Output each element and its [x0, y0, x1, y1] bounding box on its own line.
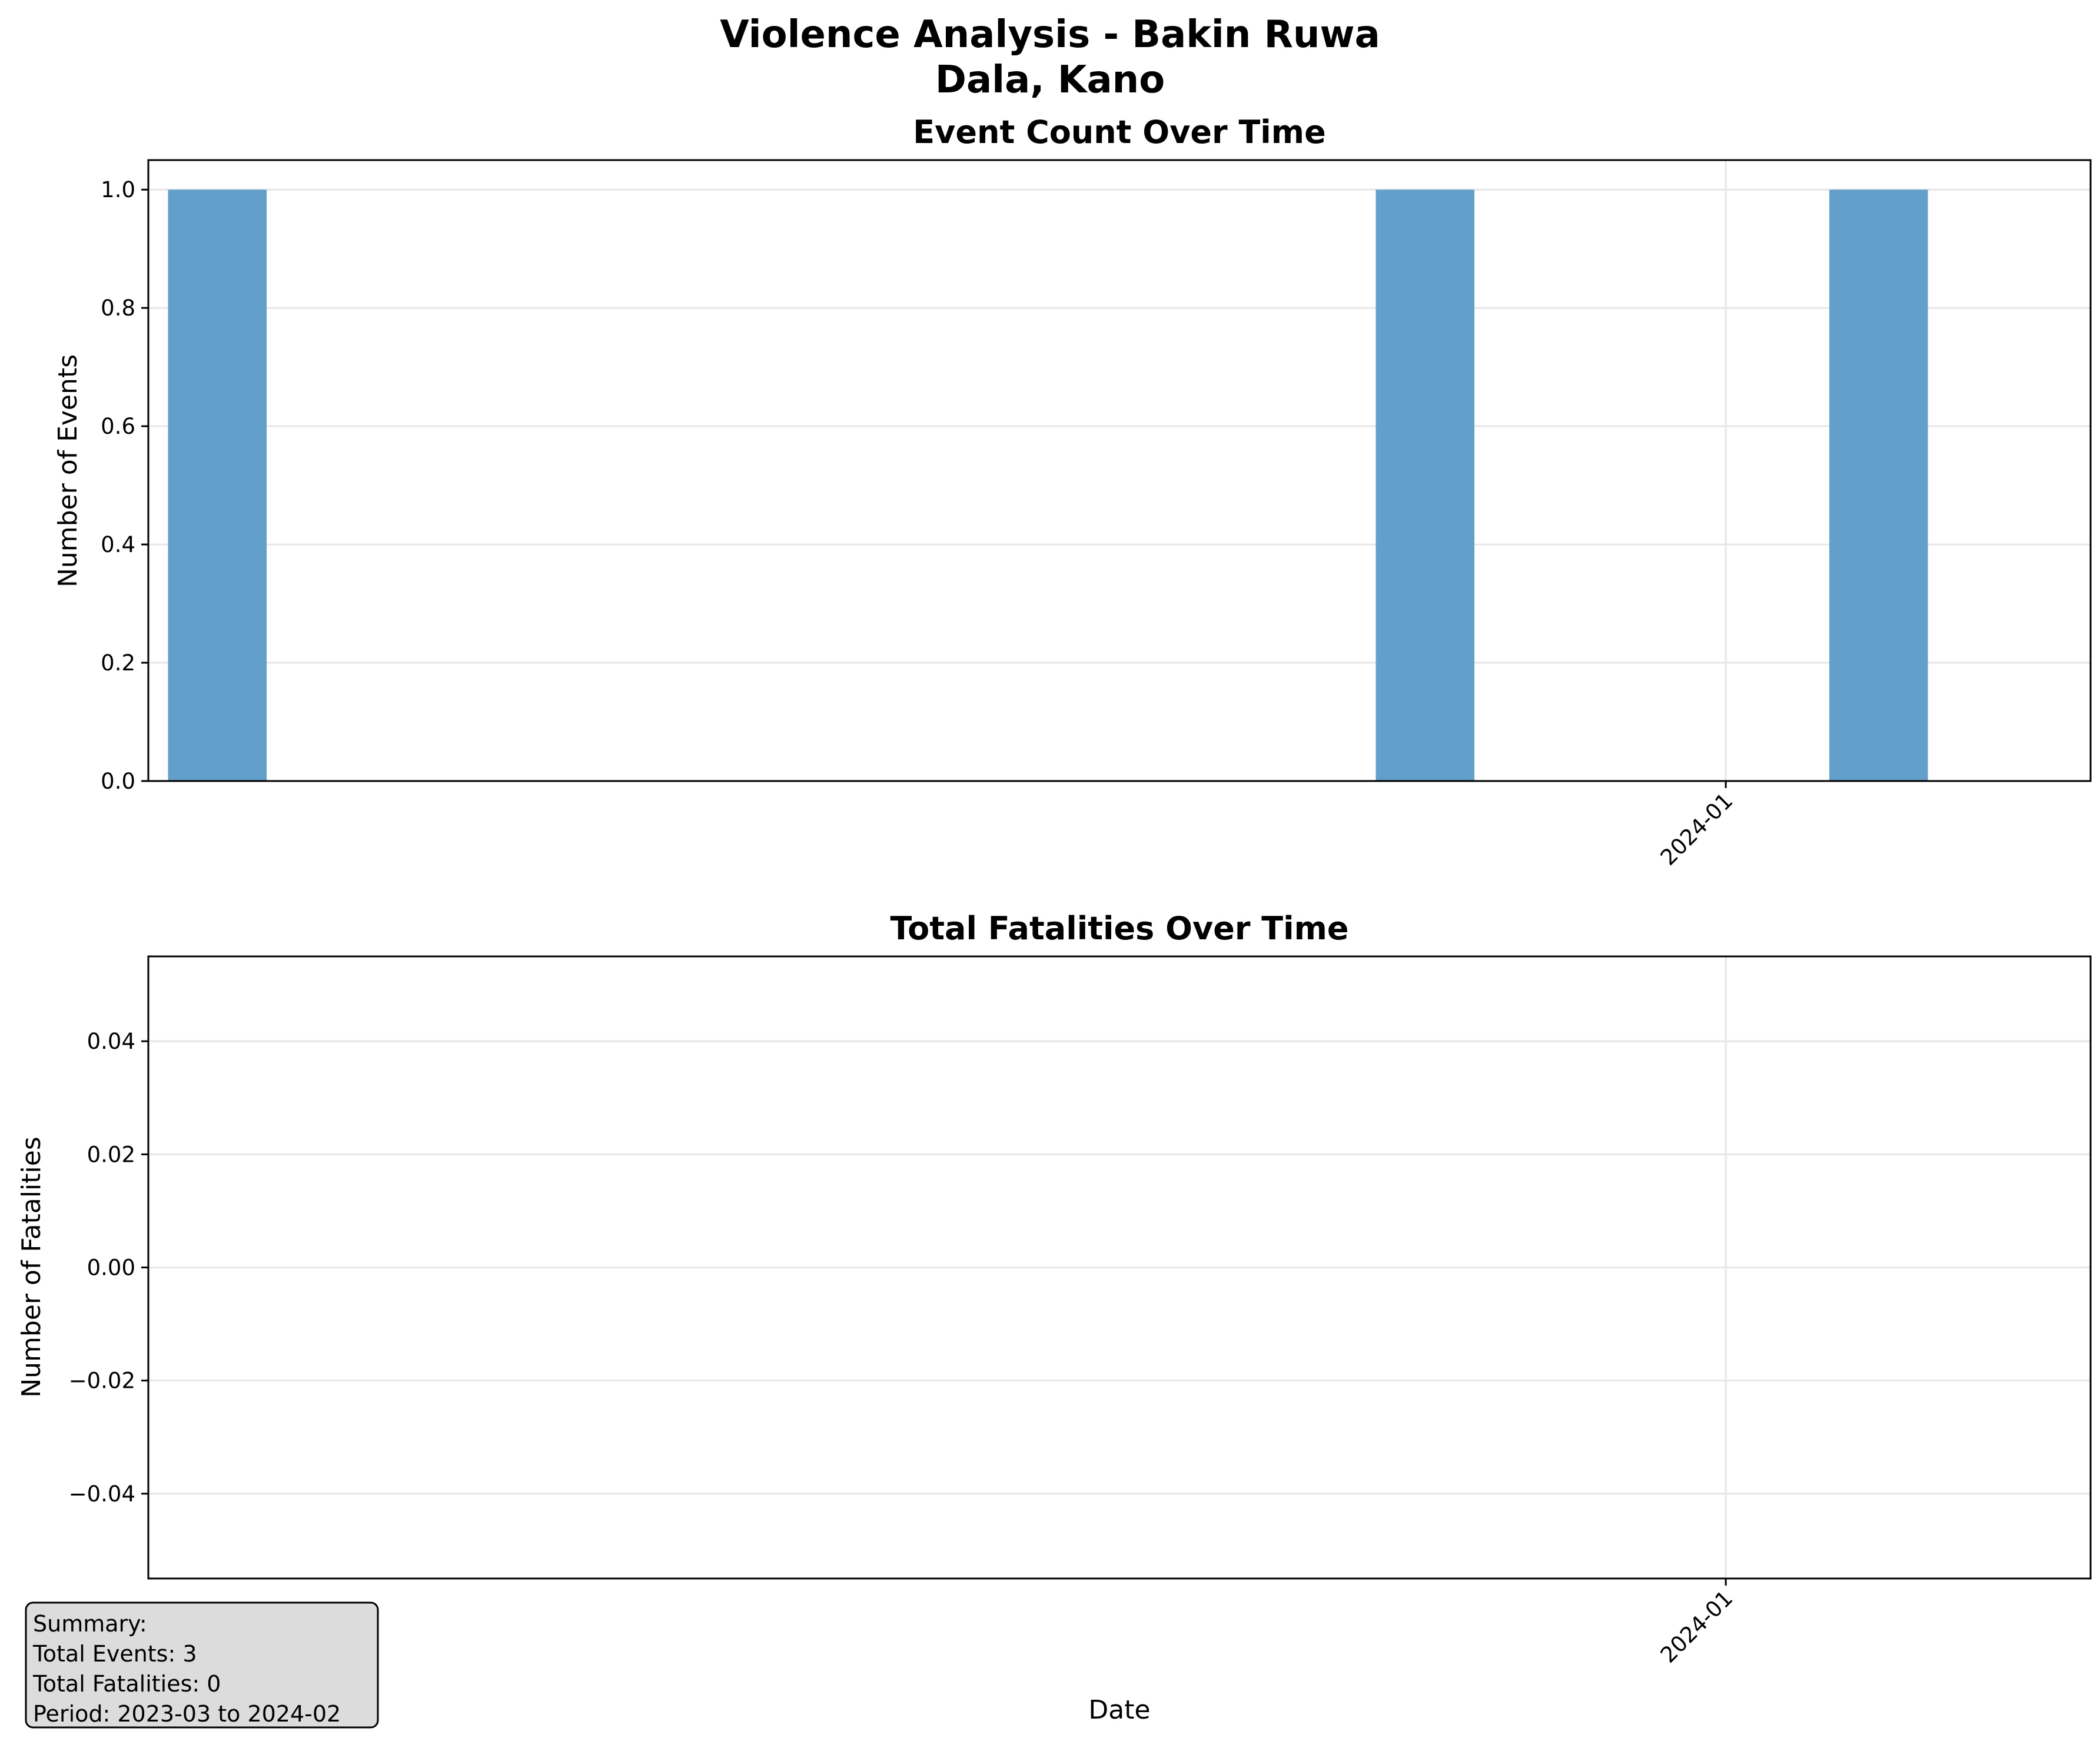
- event-count-bar: [1375, 190, 1475, 781]
- fatalities-x-axis-label: Date: [1088, 1695, 1150, 1725]
- figure-title-line2: Dala, Kano: [935, 58, 1165, 102]
- event-count-y-tick-label: 0.8: [101, 295, 135, 321]
- event-count-y-tick-label: 0.2: [101, 650, 135, 676]
- event-count-y-axis-label: Number of Events: [53, 354, 83, 587]
- event-count-y-tick-label: 0.0: [101, 769, 135, 794]
- fatalities-title: Total Fatalities Over Time: [890, 910, 1348, 947]
- event-count-bars: [168, 190, 1928, 781]
- fatalities-y-tick-label: 0.00: [87, 1255, 135, 1281]
- event-count-y-tick-label: 1.0: [101, 177, 135, 202]
- event-count-y-tick-label: 0.4: [101, 532, 135, 557]
- summary-period: Period: 2023-03 to 2024-02: [33, 1701, 341, 1727]
- summary-box-background: [25, 1601, 379, 1729]
- event-count-plot-frame: [147, 159, 2092, 782]
- event-count-x-ticks: 2024-01: [1656, 781, 1738, 870]
- figure-title-line1: Violence Analysis - Bakin Ruwa: [720, 13, 1380, 57]
- fatalities-y-tick-label: 0.04: [87, 1029, 135, 1054]
- fatalities-y-tick-label: 0.02: [87, 1142, 135, 1167]
- fatalities-y-ticks: −0.04 −0.02 0.00 0.02 0.04: [69, 1029, 148, 1507]
- summary-box: Summary: Total Events: 3 Total Fatalitie…: [25, 1601, 379, 1729]
- summary-heading: Summary:: [33, 1611, 147, 1637]
- event-count-x-tick-label: 2024-01: [1656, 788, 1738, 870]
- event-count-bar: [1829, 190, 1928, 781]
- fatalities-panel: Total Fatalities Over Time −0.04 −0.02 0.0…: [16, 910, 2092, 1725]
- fatalities-x-tick-label: 2024-01: [1656, 1586, 1738, 1668]
- fatalities-x-ticks: 2024-01: [1656, 1579, 1738, 1668]
- summary-total-fatalities: Total Fatalities: 0: [32, 1671, 221, 1697]
- event-count-title: Event Count Over Time: [913, 114, 1325, 151]
- event-count-gridlines: [148, 160, 2091, 782]
- fatalities-y-tick-label: −0.04: [69, 1481, 135, 1507]
- event-count-panel: Event Count Over Time 0.0 0.2 0.4 0.6 0.8 1.0…: [53, 114, 2092, 870]
- event-count-y-ticks: 0.0 0.2 0.4 0.6 0.8 1.0: [101, 177, 148, 794]
- event-count-y-tick-label: 0.6: [101, 414, 135, 439]
- event-count-bar: [168, 190, 267, 781]
- summary-total-events: Total Events: 3: [32, 1641, 197, 1667]
- fatalities-y-tick-label: −0.02: [69, 1368, 135, 1394]
- fatalities-y-axis-label: Number of Fatalities: [16, 1136, 46, 1398]
- fatalities-gridlines: [148, 956, 2091, 1579]
